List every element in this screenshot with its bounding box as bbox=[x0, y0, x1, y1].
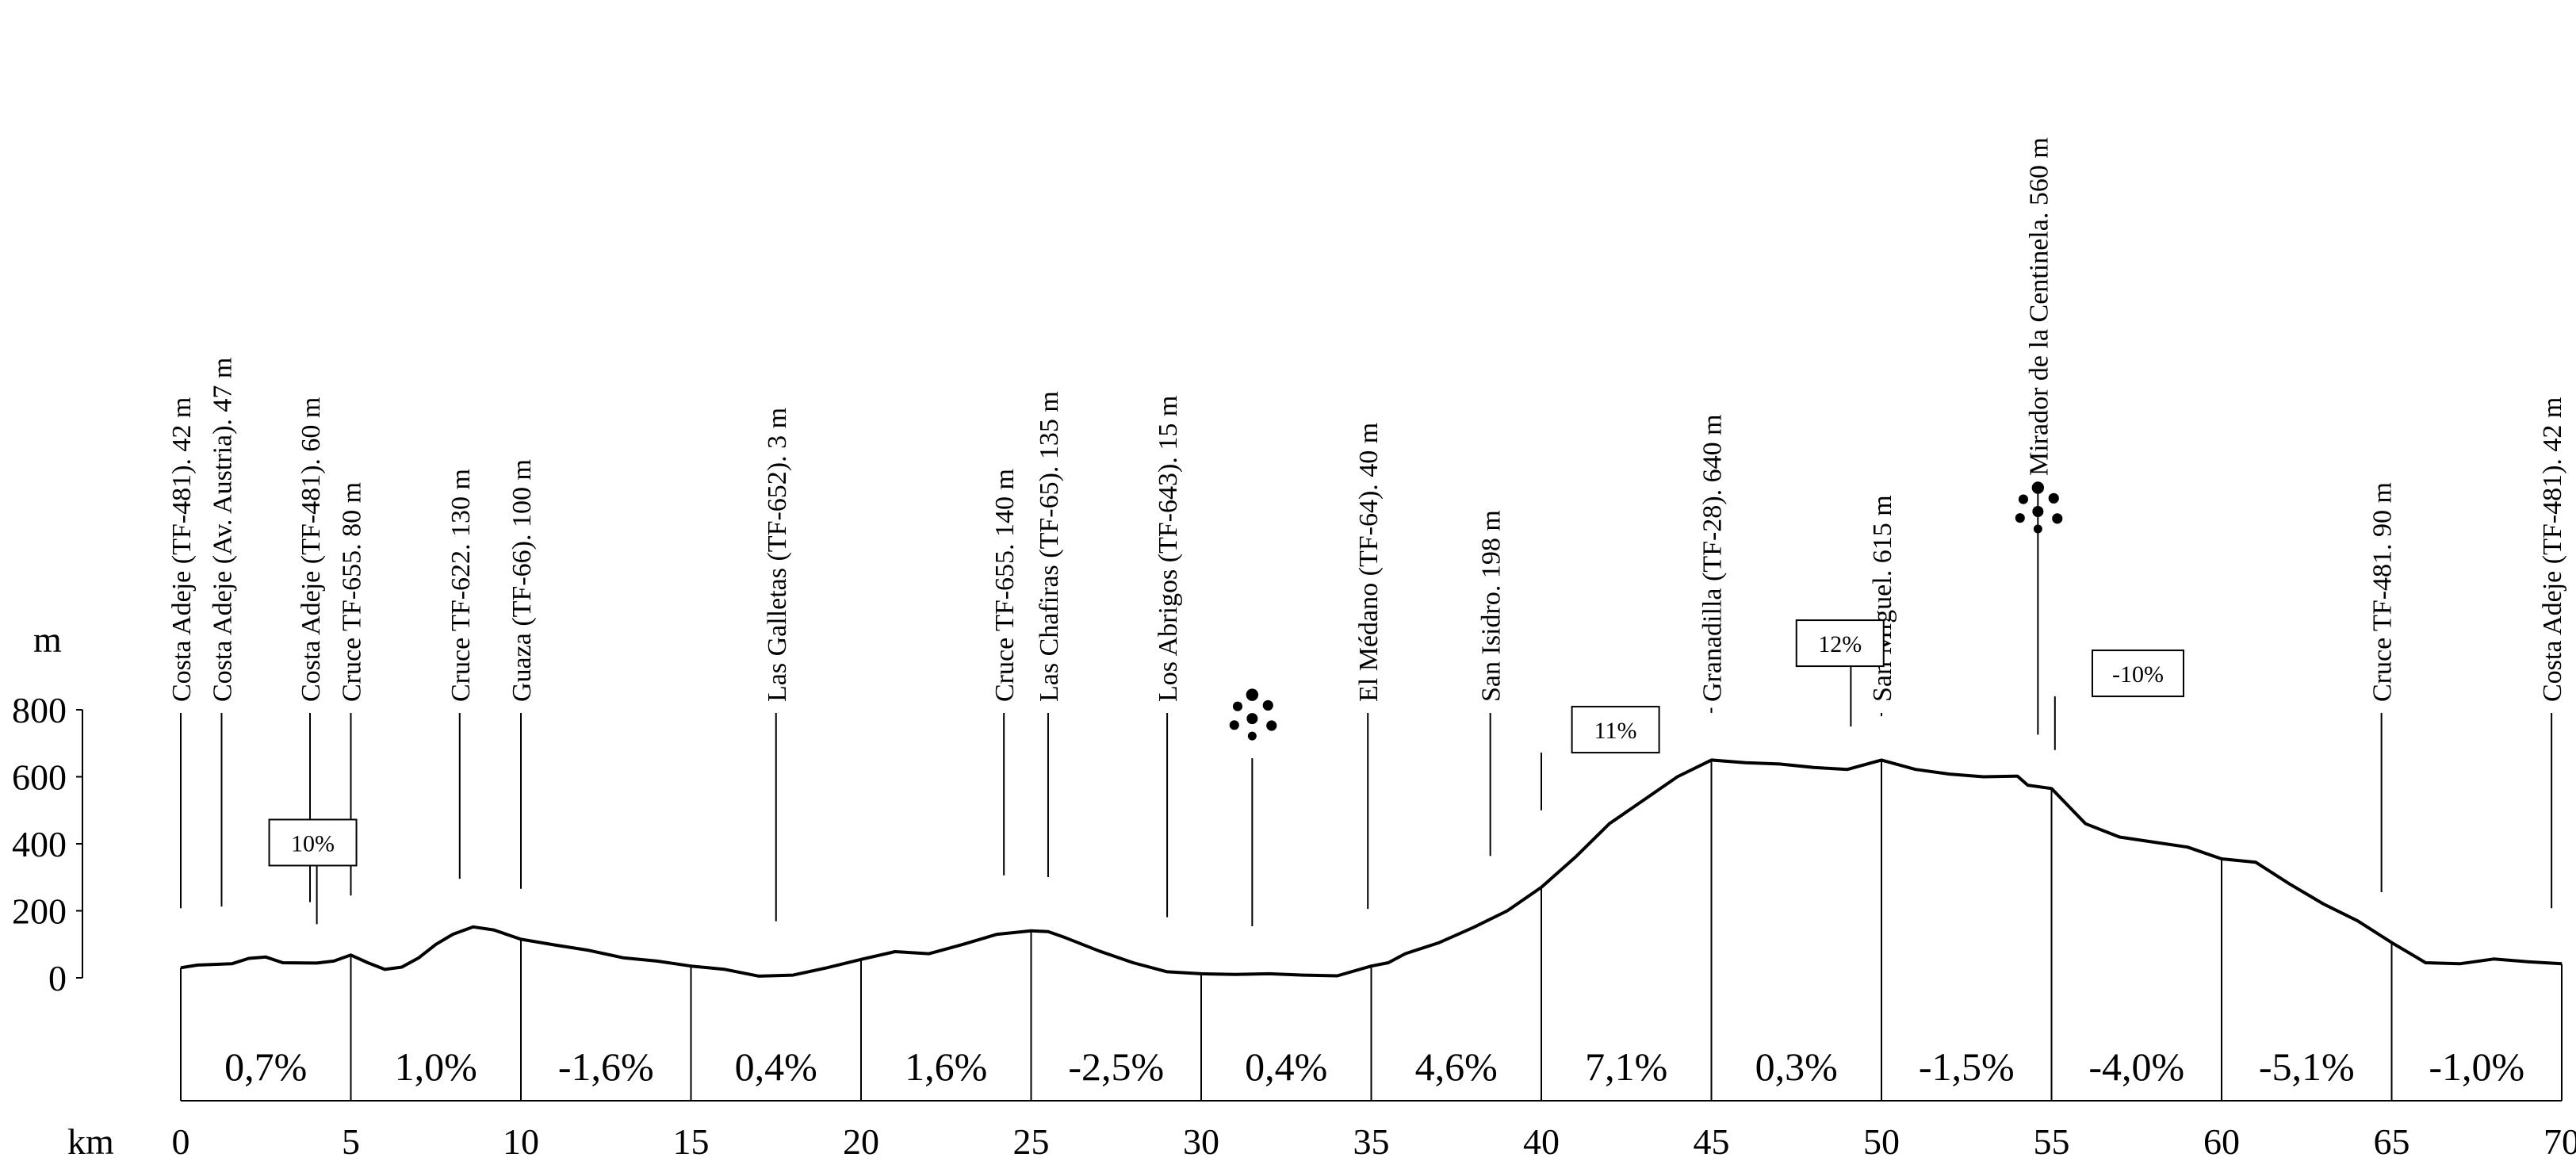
callouts-layer: 10% 11% 12% -10% bbox=[268, 619, 2184, 926]
waypoint-label: San Isidro. 198 m bbox=[1477, 510, 1506, 702]
waypoint-label: El Médano (TF-64). 40 m bbox=[1354, 423, 1384, 702]
viewpoint-icon-petal bbox=[1229, 720, 1239, 730]
grade-callout-box bbox=[1795, 619, 1885, 668]
y-axis-unit: m bbox=[33, 619, 62, 660]
viewpoint-icon-petal bbox=[1247, 731, 1257, 741]
waypoint-label: Cruce TF-655. 140 m bbox=[990, 469, 1020, 702]
x-tick-label: 65 bbox=[2374, 1121, 2410, 1161]
waypoint-label: Costa Adeje (TF-481). 42 m bbox=[2538, 397, 2567, 702]
waypoint-label: Cruce TF-622. 130 m bbox=[446, 469, 476, 702]
x-tick-label: 40 bbox=[1523, 1121, 1560, 1161]
segment-grade-label: 0,3% bbox=[1755, 1044, 1838, 1089]
viewpoint-icon-petal bbox=[1262, 699, 1273, 711]
y-tick-label: 400 bbox=[12, 824, 67, 864]
x-tick-label: 50 bbox=[1863, 1121, 1900, 1161]
profile-layer bbox=[180, 758, 2563, 978]
waypoint-label: San Miguel. 615 m bbox=[1868, 495, 1897, 702]
x-tick-label: 35 bbox=[1353, 1121, 1390, 1161]
segment-grade-label: -1,6% bbox=[558, 1044, 654, 1089]
segment-grade-label: 0,4% bbox=[735, 1044, 817, 1089]
viewpoint-icon bbox=[2015, 481, 2063, 534]
waypoint-label: Cruce TF-481. 90 m bbox=[2368, 482, 2398, 702]
grade-callout-box bbox=[268, 818, 358, 867]
viewpoint-icon-petal bbox=[2052, 513, 2063, 524]
waypoint-label: Costa Adeje (Av. Austria). 47 m bbox=[208, 358, 237, 702]
y-tick-label: 600 bbox=[12, 757, 67, 798]
grade-callout-box bbox=[1571, 706, 1660, 754]
x-tick-label: 0 bbox=[172, 1121, 190, 1161]
grade-callout-label: -10% bbox=[2112, 661, 2164, 688]
x-tick-label: 70 bbox=[2543, 1121, 2576, 1161]
waypoint-label: Costa Adeje (TF-481). 60 m bbox=[297, 397, 326, 702]
waypoints-layer: Costa Adeje (TF-481). 42 m Costa Adeje (A… bbox=[167, 137, 2567, 922]
segment-grade-label: 0,4% bbox=[1245, 1044, 1327, 1089]
grade-callout-label: 12% bbox=[1818, 631, 1862, 657]
grade-callout-label: 11% bbox=[1594, 718, 1637, 744]
viewpoint-icon-petal bbox=[1246, 688, 1259, 701]
viewpoint-icon-petal bbox=[1232, 701, 1243, 711]
segment-grade-label: -1,5% bbox=[1919, 1044, 2015, 1089]
segments-layer: 0,7% 1,0% -1,6% 0,4% 1,6% -2,5% 0,4% 4,6% 7,1% 0,… bbox=[180, 760, 2563, 1102]
x-tick-label: 20 bbox=[843, 1121, 879, 1161]
waypoint-label: Guaza (TF-66). 100 m bbox=[507, 459, 537, 702]
x-tick-label: 15 bbox=[673, 1121, 710, 1161]
viewpoint-icon bbox=[1229, 688, 1277, 741]
x-axis-unit: km bbox=[67, 1121, 114, 1161]
viewpoint-icon-petal bbox=[1266, 720, 1277, 731]
waypoint-label: Las Chafiras (TF-65). 135 m bbox=[1035, 391, 1064, 702]
segment-grade-label: -4,0% bbox=[2088, 1044, 2184, 1089]
x-tick-label: 25 bbox=[1013, 1121, 1050, 1161]
segment-grade-label: 0,7% bbox=[224, 1044, 307, 1089]
grade-callout-label: 10% bbox=[291, 830, 335, 856]
waypoint-label: Costa Adeje (TF-481). 42 m bbox=[167, 397, 197, 702]
segment-grade-label: 7,1% bbox=[1585, 1044, 1667, 1089]
x-tick-label: 30 bbox=[1183, 1121, 1219, 1161]
waypoint-label: Las Galletas (TF-652). 3 m bbox=[763, 408, 792, 702]
axes-layer: m km 0 200 400 600 800 0 5 10 15 20 25 30 35 40 45 50 55… bbox=[12, 619, 2576, 1161]
segment-grade-label: -2,5% bbox=[1068, 1044, 1164, 1089]
x-tick-label: 10 bbox=[503, 1121, 539, 1161]
waypoint-label: Los Abrigos (TF-643). 15 m bbox=[1154, 396, 1183, 702]
x-tick-label: 45 bbox=[1694, 1121, 1730, 1161]
x-tick-label: 55 bbox=[2034, 1121, 2070, 1161]
segment-grade-label: -5,1% bbox=[2259, 1044, 2355, 1089]
viewpoint-icon-petal bbox=[2033, 524, 2042, 534]
elevation-line bbox=[180, 758, 2563, 978]
viewpoint-icon-petal bbox=[2018, 494, 2029, 504]
viewpoint-icon-petal bbox=[2031, 481, 2045, 494]
segment-grade-label: 1,0% bbox=[395, 1044, 477, 1089]
viewpoint-icon-petal bbox=[2015, 513, 2025, 523]
viewpoint-icon-petal bbox=[2048, 492, 2059, 504]
segment-grade-label: 4,6% bbox=[1415, 1044, 1498, 1089]
segment-grade-label: -1,0% bbox=[2429, 1044, 2524, 1089]
y-tick-label: 200 bbox=[12, 891, 67, 932]
viewpoint-icon-center bbox=[2032, 506, 2044, 517]
waypoint-label: Granadilla (TF-28). 640 m bbox=[1698, 414, 1728, 702]
grade-callout-box bbox=[2091, 649, 2184, 698]
waypoint-label: Cruce TF-655. 80 m bbox=[338, 482, 367, 702]
x-tick-label: 5 bbox=[342, 1121, 360, 1161]
segment-grade-label: 1,6% bbox=[905, 1044, 987, 1089]
y-tick-label: 800 bbox=[12, 690, 67, 730]
waypoint-label: Mirador de la Centinela. 560 m bbox=[2024, 137, 2054, 476]
x-tick-label: 60 bbox=[2203, 1121, 2240, 1161]
viewpoint-icon-center bbox=[1246, 713, 1258, 725]
y-tick-label: 0 bbox=[48, 958, 67, 998]
